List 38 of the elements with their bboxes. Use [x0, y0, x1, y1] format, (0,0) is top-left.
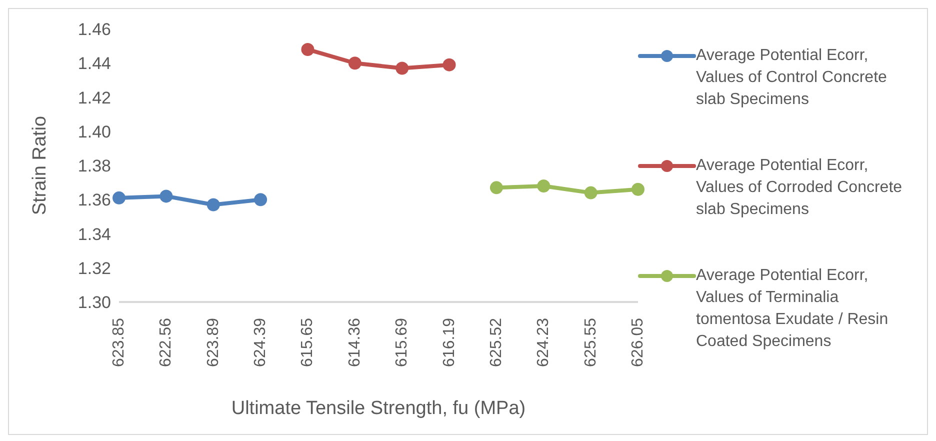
y-tick-label: 1.46	[78, 20, 111, 40]
y-tick-label: 1.40	[78, 122, 111, 142]
legend-label: Average Potential Ecorr, Values of Control Concrete slab Specimens	[696, 46, 888, 110]
point	[584, 186, 598, 200]
point	[490, 181, 503, 194]
x-tick-label: 614.36	[346, 318, 364, 367]
x-tick-label: 623.85	[110, 318, 128, 367]
point	[442, 58, 456, 72]
point	[254, 193, 268, 206]
point	[301, 42, 314, 56]
y-tick-label: 1.44	[78, 54, 111, 74]
x-tick-label: 625.55	[582, 318, 600, 367]
x-tick-label: 616.19	[440, 318, 458, 367]
x-tick-label: 615.69	[394, 318, 411, 367]
y-tick-label: 1.42	[78, 88, 111, 108]
y-tick-label: 1.30	[78, 293, 111, 312]
x-tick-label: 625.52	[488, 318, 505, 367]
y-axis-title: Strain Ratio	[30, 116, 51, 216]
y-tick-label: 1.34	[78, 224, 111, 244]
point	[112, 191, 126, 204]
y-tick-label: 1.32	[78, 258, 111, 278]
point	[160, 190, 173, 203]
point	[348, 56, 362, 70]
x-tick-label: 624.39	[252, 318, 270, 367]
x-tick-label: 626.05	[630, 318, 646, 367]
x-tick-label: 615.65	[299, 318, 316, 367]
x-tick-label: 622.56	[158, 318, 175, 367]
legend-label: Average Potential Ecorr, Values of Terminalia tomentosa Exudate / Resin Coated Specimens	[696, 266, 890, 352]
point	[206, 198, 220, 212]
point	[537, 179, 550, 192]
x-axis-title: Ultimate Tensile Strength, fu (MPa)	[231, 398, 526, 419]
x-tick-label: 623.89	[204, 318, 222, 367]
x-tick-label: 624.23	[535, 318, 552, 367]
point	[396, 62, 409, 75]
legend-label: Average Potential Ecorr, Values of Corroded Concrete slab Specimens	[696, 156, 904, 220]
y-tick-label: 1.36	[78, 190, 111, 210]
point	[632, 182, 644, 196]
y-tick-label: 1.38	[78, 156, 111, 176]
